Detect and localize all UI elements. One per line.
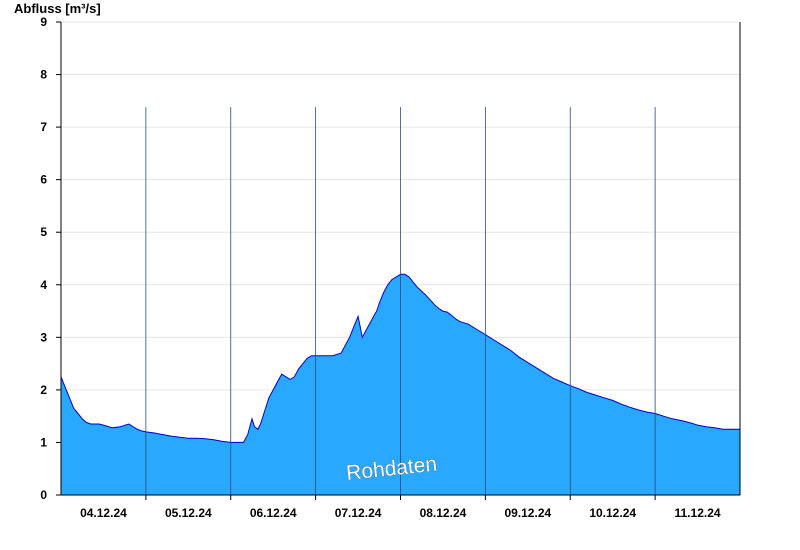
- x-tick-labels: 04.12.24 05.12.24 06.12.24 07.12.24 08.12.24…: [80, 506, 721, 520]
- y-tick-label: 9: [40, 15, 47, 29]
- y-tick-label: 1: [40, 435, 47, 449]
- x-tick-label: 09.12.24: [504, 506, 551, 520]
- y-axis-label: Abfluss [m³/s]: [14, 1, 101, 16]
- axes: [56, 21, 741, 500]
- x-tick-label: 06.12.24: [250, 506, 297, 520]
- y-tick-label: 2: [40, 383, 47, 397]
- x-tick-label: 08.12.24: [420, 506, 467, 520]
- y-tick-label: 3: [40, 330, 47, 344]
- y-tick-label: 6: [40, 173, 47, 187]
- y-tick-label: 5: [40, 225, 47, 239]
- x-tick-label: 05.12.24: [165, 506, 212, 520]
- y-tick-label: 8: [40, 68, 47, 82]
- y-tick-label: 7: [40, 120, 47, 134]
- y-tick-label: 0: [40, 488, 47, 502]
- y-tick-labels: 0 1 2 3 4 5 6 7 8 9: [40, 15, 47, 502]
- x-tick-label: 10.12.24: [589, 506, 636, 520]
- day-boundaries: [145, 107, 656, 495]
- x-tick-label: 11.12.24: [675, 506, 721, 520]
- y-tick-label: 4: [40, 278, 47, 292]
- x-tick-label: 07.12.24: [335, 506, 382, 520]
- x-tick-label: 04.12.24: [80, 506, 127, 520]
